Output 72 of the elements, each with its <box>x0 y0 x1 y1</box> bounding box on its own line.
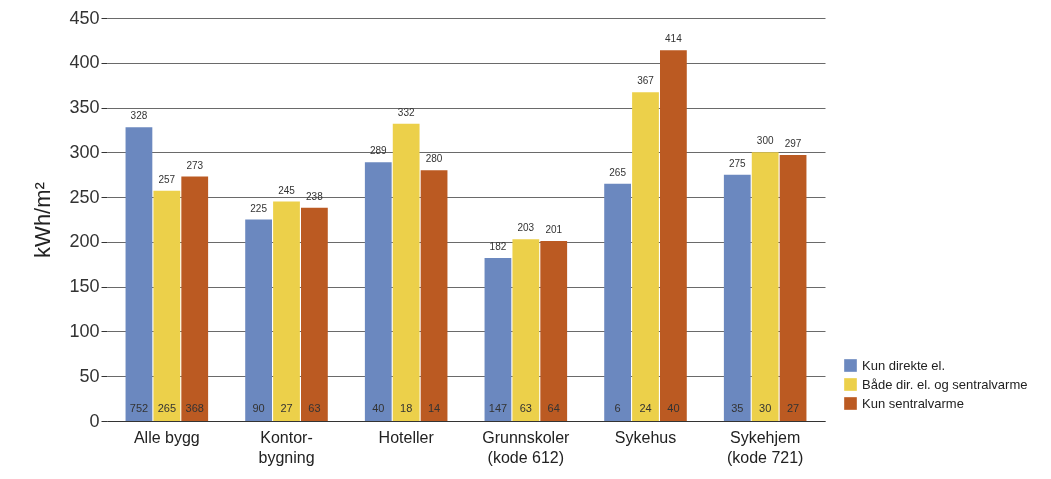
annotation: 90 <box>252 402 265 414</box>
annotation: 63 <box>519 402 532 414</box>
annotation: 64 <box>547 402 560 414</box>
annotation: 30 <box>759 402 772 414</box>
bar <box>484 258 512 421</box>
data-label: 332 <box>397 106 415 118</box>
data-label: 203 <box>517 222 535 234</box>
x-tick-label: Sykehus <box>614 428 677 446</box>
annotation: 147 <box>488 402 508 414</box>
y-tick-label: 50 <box>79 365 100 386</box>
annotation: 6 <box>614 402 621 414</box>
y-tick-label: 450 <box>69 7 100 28</box>
y-tick-label: 250 <box>69 186 100 207</box>
bar <box>301 207 328 421</box>
y-tick-label: 300 <box>69 141 100 162</box>
bar <box>632 92 659 421</box>
bar <box>512 239 540 421</box>
y-tick-label: 350 <box>69 97 100 118</box>
y-tick-label: 400 <box>69 52 100 73</box>
bar <box>540 240 568 421</box>
x-tick-label: Hoteller <box>378 428 435 446</box>
annotation: 40 <box>667 402 680 414</box>
bar <box>751 152 779 421</box>
data-label: 257 <box>158 173 176 185</box>
data-label: 265 <box>609 166 627 178</box>
data-label: 273 <box>186 159 204 171</box>
annotation: 14 <box>427 402 441 414</box>
data-label: 297 <box>784 138 802 150</box>
annotation: 368 <box>185 402 204 414</box>
x-tick-label: Kontor- bygning <box>258 428 315 466</box>
bar <box>125 127 153 421</box>
annotation: 27 <box>786 402 800 414</box>
y-tick-label: 150 <box>69 276 100 297</box>
annotation: 752 <box>129 402 149 414</box>
legend-label: Kun sentralvarme <box>862 395 964 411</box>
data-label: 201 <box>545 223 563 235</box>
bar <box>420 170 448 421</box>
bar <box>245 219 272 421</box>
bar <box>273 201 300 421</box>
annotation: 24 <box>639 402 652 414</box>
data-label: 328 <box>130 110 148 122</box>
legend-label: Kun direkte el. <box>862 357 946 373</box>
data-label: 414 <box>665 33 683 45</box>
y-tick-label: 0 <box>89 410 100 431</box>
data-label: 367 <box>637 75 655 87</box>
bar <box>660 50 687 421</box>
x-tick-label: Sykehjem (kode 721) <box>726 428 804 466</box>
data-label: 300 <box>756 135 774 147</box>
y-tick-label: 200 <box>69 231 100 252</box>
y-tick-label: 100 <box>69 320 100 341</box>
data-label: 182 <box>489 241 507 253</box>
data-label: 225 <box>250 202 268 214</box>
bar <box>364 162 392 421</box>
annotation: 63 <box>308 402 321 414</box>
bar <box>153 190 181 421</box>
x-tick-label: Grunnskoler (kode 612) <box>482 428 571 466</box>
bar <box>181 176 209 421</box>
data-label: 245 <box>278 184 296 196</box>
bar <box>604 183 631 421</box>
data-label: 275 <box>728 157 747 169</box>
annotation: 27 <box>280 402 293 414</box>
annotation: 35 <box>731 402 744 414</box>
bar <box>779 155 807 421</box>
bar <box>392 123 420 421</box>
x-tick-label: Alle bygg <box>133 428 200 446</box>
y-axis-title: kWh/m² <box>30 182 56 258</box>
annotation: 265 <box>157 402 177 414</box>
legend-label: Både dir. el. og sentralvarme <box>862 376 1028 392</box>
bar <box>723 174 751 421</box>
annotation: 18 <box>400 402 413 414</box>
data-label: 280 <box>425 153 443 165</box>
annotation: 40 <box>372 402 385 414</box>
